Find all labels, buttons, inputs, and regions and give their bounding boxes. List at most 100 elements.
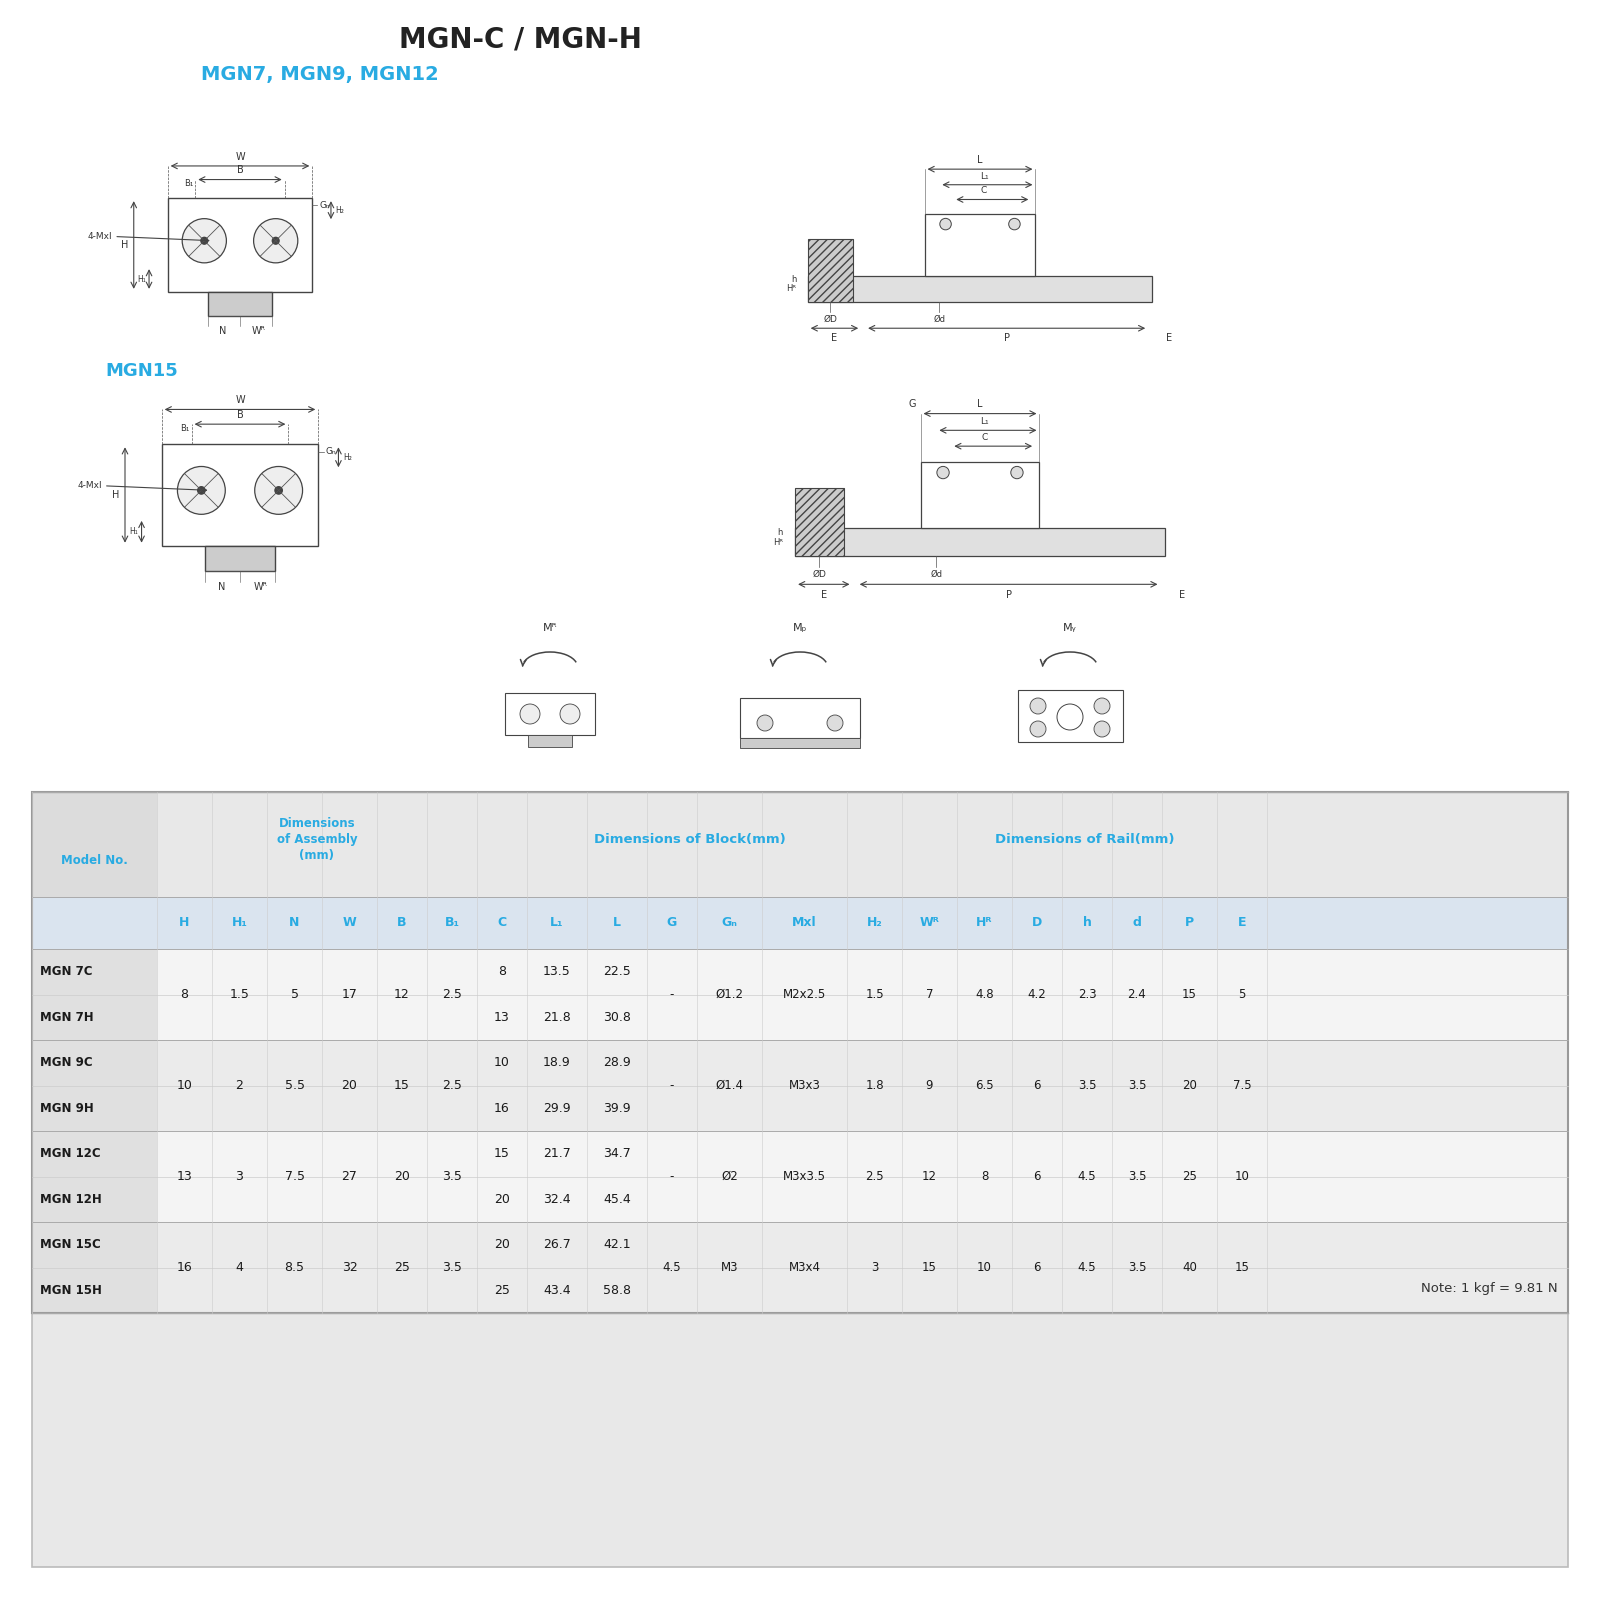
Text: 20: 20 — [394, 1170, 410, 1182]
Text: 15: 15 — [922, 1261, 938, 1274]
Text: 13: 13 — [494, 1011, 510, 1024]
Text: 8: 8 — [181, 987, 189, 1002]
Bar — [32, 1222, 1568, 1314]
Text: MGN 12C: MGN 12C — [40, 1147, 101, 1160]
Text: Mᴿ: Mᴿ — [542, 622, 557, 634]
Text: H: H — [112, 490, 120, 499]
Text: d: d — [1133, 917, 1141, 930]
Circle shape — [178, 467, 226, 514]
Text: 8: 8 — [498, 965, 506, 978]
Bar — [32, 792, 1568, 1566]
Text: MGN 12H: MGN 12H — [40, 1192, 102, 1206]
Text: Dimensions
of Assembly
(mm): Dimensions of Assembly (mm) — [277, 816, 357, 862]
Bar — [528, 734, 573, 747]
Circle shape — [1030, 698, 1046, 714]
Text: C: C — [981, 186, 987, 195]
Text: 22.5: 22.5 — [603, 965, 630, 978]
Text: 43.4: 43.4 — [542, 1283, 571, 1296]
Text: h: h — [1083, 917, 1091, 930]
Text: 5: 5 — [1238, 987, 1246, 1002]
Text: 21.8: 21.8 — [542, 1011, 571, 1024]
Text: MGN 9C: MGN 9C — [40, 1056, 93, 1069]
Text: 1.5: 1.5 — [229, 987, 250, 1002]
Text: 32.4: 32.4 — [542, 1192, 571, 1206]
Text: B: B — [237, 165, 243, 176]
Text: L₁: L₁ — [979, 171, 989, 181]
Text: MGN-C / MGN-H: MGN-C / MGN-H — [398, 26, 642, 53]
Bar — [1018, 690, 1123, 742]
Circle shape — [1058, 704, 1083, 730]
Text: 32: 32 — [342, 1261, 357, 1274]
Text: Hᴿ: Hᴿ — [976, 917, 992, 930]
Text: 20: 20 — [494, 1192, 510, 1206]
Text: 20: 20 — [1182, 1078, 1197, 1091]
Text: 26.7: 26.7 — [542, 1238, 571, 1251]
Text: 3.5: 3.5 — [1128, 1170, 1146, 1182]
Text: L: L — [978, 155, 982, 165]
Bar — [32, 792, 1568, 1314]
Text: L₁: L₁ — [981, 418, 989, 426]
Text: 5: 5 — [291, 987, 299, 1002]
Circle shape — [520, 704, 541, 723]
Circle shape — [202, 237, 208, 245]
Text: 4-Mxl: 4-Mxl — [77, 482, 102, 490]
Text: 2.5: 2.5 — [442, 987, 462, 1002]
Bar — [32, 949, 157, 1040]
Text: 27: 27 — [341, 1170, 357, 1182]
Circle shape — [1094, 722, 1110, 738]
Text: 6.5: 6.5 — [974, 1078, 994, 1091]
Text: H₁: H₁ — [232, 917, 248, 930]
Text: 8: 8 — [981, 1170, 989, 1182]
Bar — [902, 792, 1267, 898]
Text: 4.2: 4.2 — [1027, 987, 1046, 1002]
Text: P: P — [1186, 917, 1194, 930]
Text: 18.9: 18.9 — [542, 1056, 571, 1069]
Text: 7: 7 — [926, 987, 933, 1002]
Text: W: W — [235, 152, 245, 162]
Text: B: B — [237, 410, 243, 419]
Text: W: W — [235, 395, 245, 405]
Text: E: E — [1179, 589, 1186, 600]
Text: 58.8: 58.8 — [603, 1283, 630, 1296]
Text: E: E — [1238, 917, 1246, 930]
Text: 25: 25 — [1182, 1170, 1197, 1182]
Text: Ød: Ød — [931, 570, 942, 579]
Circle shape — [560, 704, 579, 723]
Text: Ød: Ød — [933, 315, 946, 325]
Text: Gₙ: Gₙ — [318, 200, 330, 210]
Text: H₂: H₂ — [867, 917, 882, 930]
Circle shape — [1011, 466, 1022, 478]
Bar — [506, 693, 595, 734]
Bar — [808, 238, 853, 302]
Bar — [739, 738, 861, 749]
Text: 3.5: 3.5 — [442, 1170, 462, 1182]
Circle shape — [275, 486, 282, 494]
Bar — [32, 1131, 157, 1222]
Text: 7.5: 7.5 — [1232, 1078, 1251, 1091]
Text: 15: 15 — [494, 1147, 510, 1160]
Circle shape — [272, 237, 278, 245]
Text: Wᴿ: Wᴿ — [253, 582, 267, 592]
Text: MGN7, MGN9, MGN12: MGN7, MGN9, MGN12 — [202, 66, 438, 83]
Text: Gₙ: Gₙ — [722, 917, 738, 930]
Text: Note: 1 kgf = 9.81 N: Note: 1 kgf = 9.81 N — [1421, 1282, 1558, 1294]
Text: C: C — [981, 432, 987, 442]
Bar — [32, 1040, 1568, 1131]
Text: Hᴿ: Hᴿ — [773, 538, 782, 547]
Text: 1.8: 1.8 — [866, 1078, 883, 1091]
Bar — [795, 488, 843, 557]
Text: M2x2.5: M2x2.5 — [782, 987, 826, 1002]
Text: L: L — [613, 917, 621, 930]
Text: Ø1.2: Ø1.2 — [715, 987, 744, 1002]
Text: H: H — [122, 240, 128, 250]
Text: W: W — [342, 917, 357, 930]
Text: Mxl: Mxl — [792, 917, 818, 930]
Text: 6: 6 — [1034, 1261, 1040, 1274]
Text: 10: 10 — [978, 1261, 992, 1274]
Text: M3x4: M3x4 — [789, 1261, 821, 1274]
Circle shape — [254, 467, 302, 514]
Text: Ø1.4: Ø1.4 — [715, 1078, 744, 1091]
Text: 10: 10 — [1235, 1170, 1250, 1182]
Text: 9: 9 — [926, 1078, 933, 1091]
Bar — [208, 291, 272, 315]
